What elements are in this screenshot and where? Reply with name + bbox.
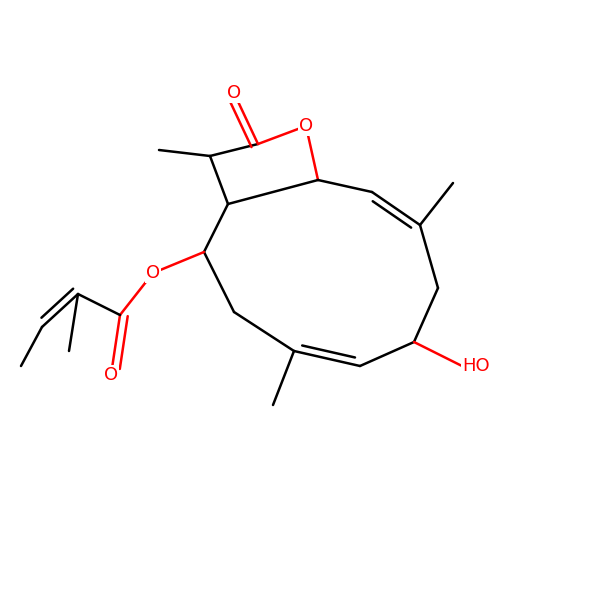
Text: O: O [299, 117, 313, 135]
Text: O: O [227, 84, 241, 102]
Text: O: O [104, 366, 118, 384]
Text: HO: HO [462, 357, 490, 375]
Text: O: O [146, 264, 160, 282]
